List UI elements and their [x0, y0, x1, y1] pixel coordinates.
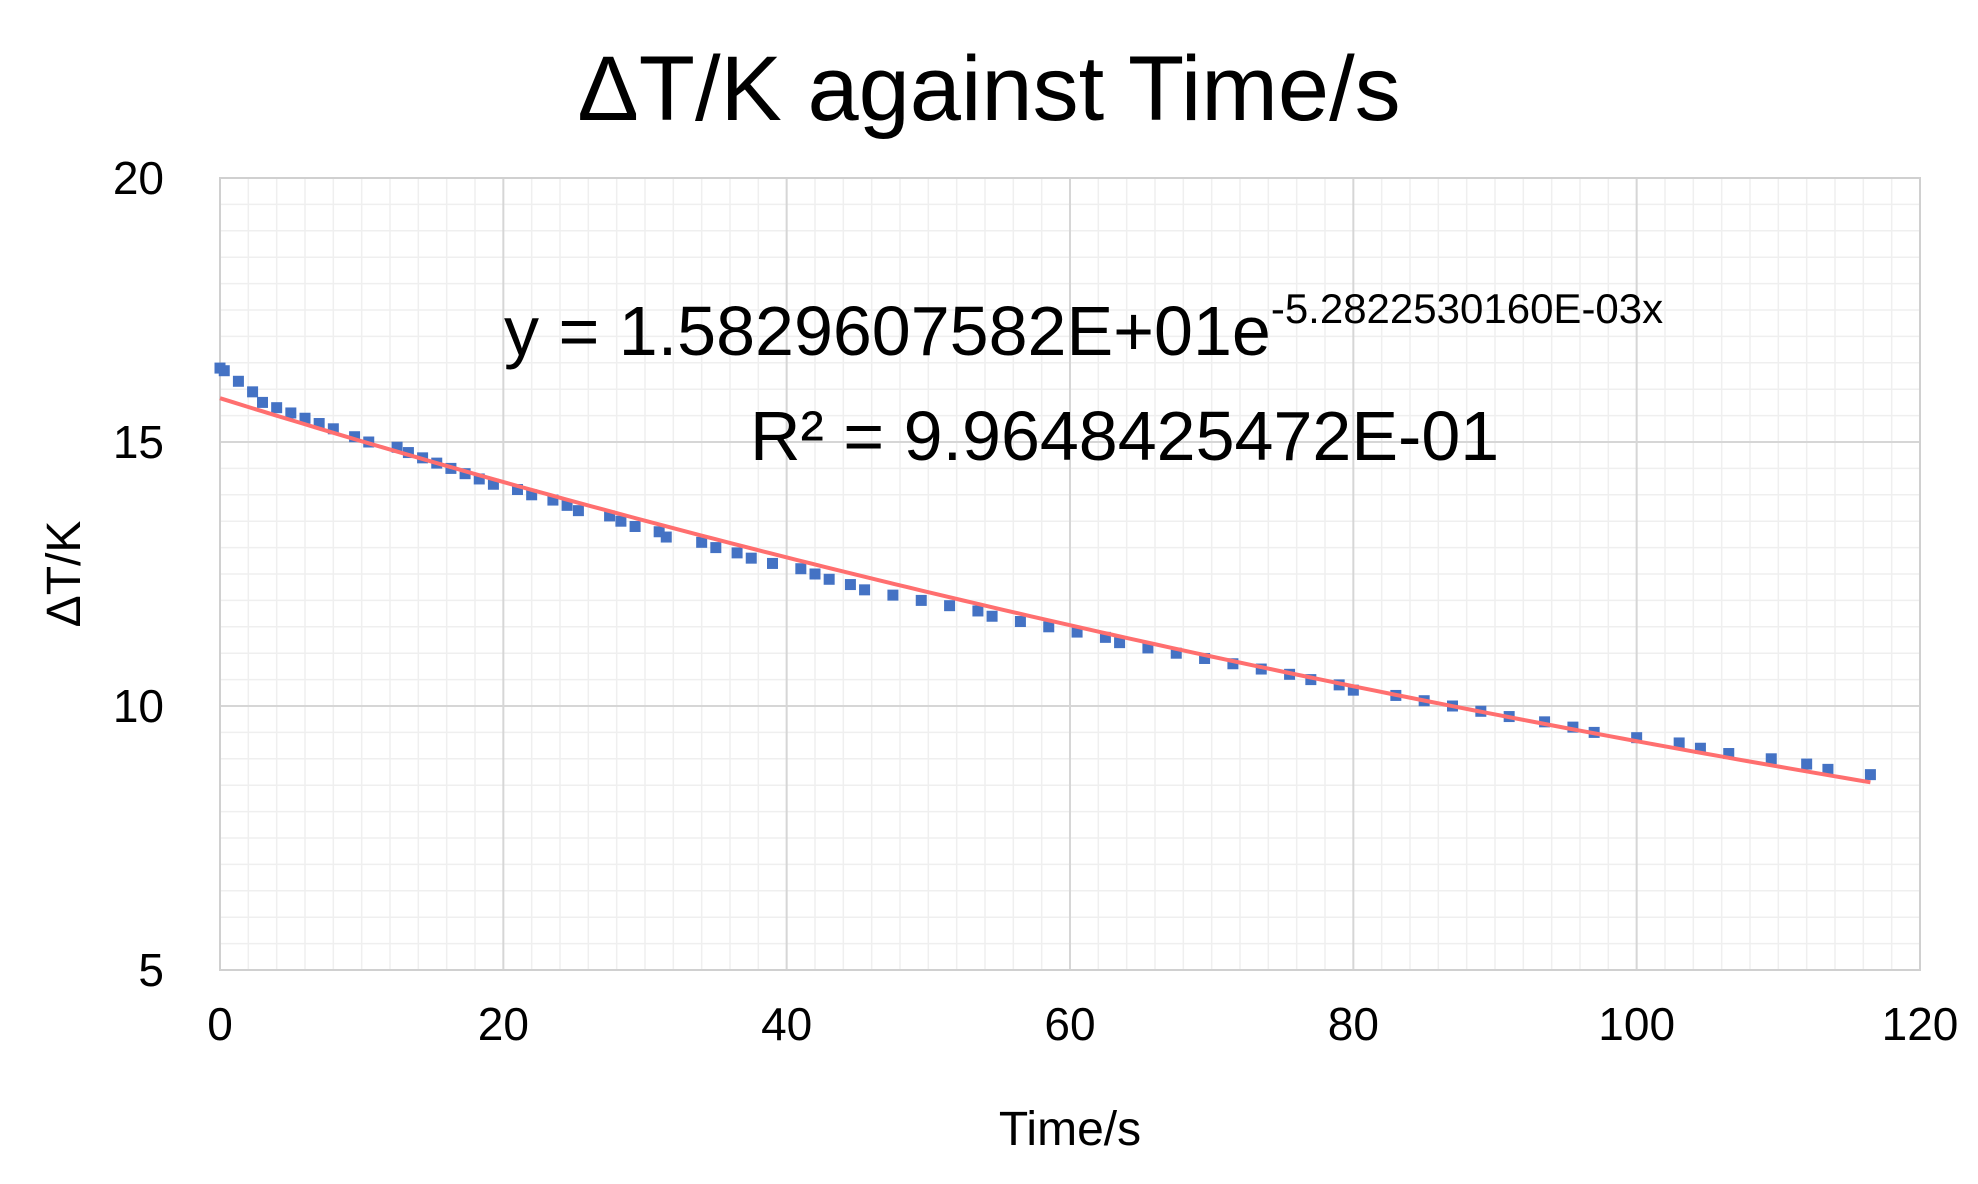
y-axis-label: ΔT/K	[38, 521, 91, 628]
data-point	[1864, 769, 1876, 781]
equation-exponent: -5.2822530160E-03x	[1271, 285, 1663, 332]
data-point	[653, 526, 665, 538]
data-point	[1199, 652, 1211, 664]
data-point	[1822, 763, 1834, 775]
equation-base: y = 1.5829607582E+01e	[504, 292, 1271, 370]
data-point	[604, 510, 616, 522]
data-point	[1170, 647, 1182, 659]
data-point	[1673, 737, 1685, 749]
y-tick-label: 10	[113, 680, 164, 732]
data-point	[512, 484, 523, 496]
data-point	[459, 468, 471, 480]
data-point	[1071, 626, 1083, 638]
y-tick-label: 5	[138, 944, 164, 996]
data-point	[1305, 674, 1317, 686]
data-point	[1765, 753, 1777, 765]
data-point	[1723, 748, 1735, 760]
data-point	[809, 568, 821, 580]
x-tick-label: 120	[1882, 998, 1959, 1050]
data-point	[1694, 742, 1706, 754]
data-point	[257, 396, 268, 408]
data-point	[731, 547, 743, 559]
x-tick-label: 100	[1598, 998, 1675, 1050]
data-point	[795, 563, 807, 575]
chart-title: ΔT/K against Time/s	[577, 38, 1400, 140]
x-tick-label: 40	[761, 998, 812, 1050]
data-point	[285, 407, 297, 419]
x-axis-tick-labels: 0 20 40 60 80 100 120	[207, 998, 1958, 1050]
data-point	[299, 412, 311, 424]
y-axis-tick-labels: 5 10 15 20	[113, 152, 164, 996]
x-axis-label: Time/s	[999, 1103, 1141, 1156]
data-point	[1227, 658, 1239, 670]
x-tick-label: 0	[207, 998, 233, 1050]
data-point	[487, 478, 499, 490]
data-point	[1539, 716, 1551, 728]
data-point	[1801, 758, 1813, 770]
r-squared-label: R² = 9.9648425472E-01	[750, 397, 1499, 475]
data-point	[1142, 642, 1154, 654]
trendline	[219, 396, 1871, 785]
data-point	[1567, 721, 1579, 733]
data-point	[1099, 631, 1111, 643]
data-point	[232, 375, 244, 387]
data-point	[572, 505, 584, 517]
data-point	[561, 499, 573, 511]
data-point	[473, 473, 485, 485]
plot-area-border	[219, 177, 1921, 971]
data-point	[349, 431, 361, 443]
data-point	[1014, 616, 1026, 628]
x-tick-label: 20	[478, 998, 529, 1050]
x-tick-label: 60	[1044, 998, 1095, 1050]
data-point	[710, 542, 722, 554]
data-point	[1347, 684, 1359, 696]
data-point	[944, 600, 956, 612]
x-tick-label: 80	[1328, 998, 1379, 1050]
data-point	[327, 423, 339, 435]
y-tick-label: 15	[113, 416, 164, 468]
data-point	[218, 365, 230, 377]
y-tick-label: 20	[113, 152, 164, 204]
data-point	[745, 552, 757, 564]
data-point	[915, 594, 927, 606]
data-point	[247, 386, 259, 398]
data-point	[1631, 732, 1643, 744]
data-point	[767, 557, 778, 569]
trendline-equation: y = 1.5829607582E+01e-5.2822530160E-03x	[504, 285, 1663, 370]
data-point	[629, 520, 641, 532]
data-point	[844, 579, 856, 591]
data-point	[271, 402, 283, 414]
data-point	[313, 418, 325, 430]
data-point	[391, 441, 403, 453]
data-point	[402, 447, 414, 459]
data-point	[615, 515, 627, 527]
data-point	[1114, 637, 1126, 649]
data-point	[887, 589, 899, 601]
data-point	[547, 494, 559, 506]
data-point	[823, 573, 835, 585]
data-point	[986, 610, 998, 622]
data-point	[859, 584, 871, 596]
data-point	[660, 531, 672, 543]
data-point	[526, 489, 538, 501]
data-point	[696, 536, 708, 548]
data-point	[1043, 621, 1055, 633]
data-point	[972, 605, 984, 617]
